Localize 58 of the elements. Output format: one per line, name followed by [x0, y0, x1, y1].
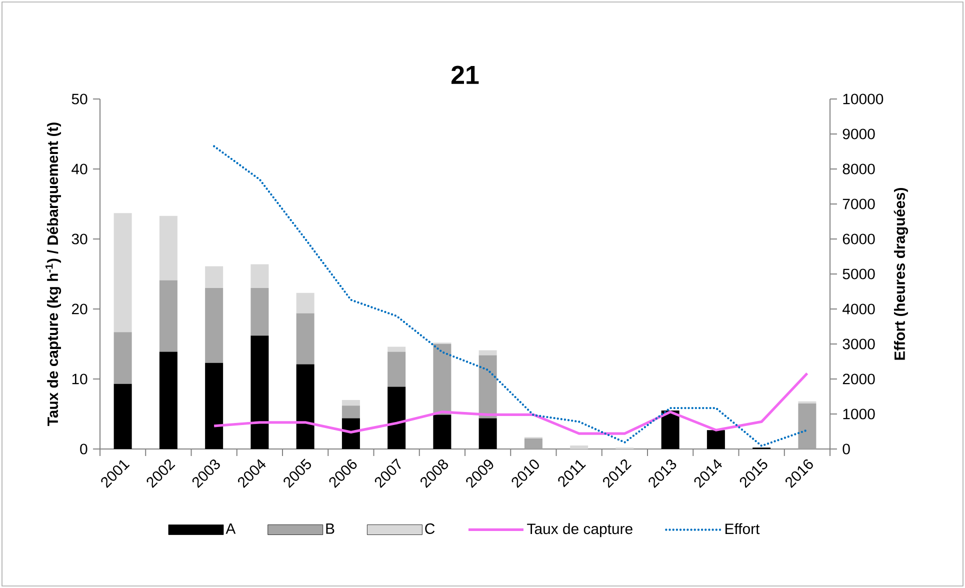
bar [159, 352, 178, 449]
y2-tick-label: 3000 [842, 338, 875, 350]
bar [250, 336, 269, 449]
y-tick-label: 40 [72, 164, 88, 174]
bar [798, 404, 816, 449]
line-series [212, 372, 808, 435]
bar [250, 288, 269, 336]
bar [159, 280, 178, 352]
bar [478, 355, 497, 418]
legend-label: C [425, 523, 435, 534]
bar [570, 446, 588, 449]
chart-title: 21 [451, 66, 479, 84]
legend-label: A [226, 523, 236, 534]
bar [342, 406, 360, 418]
bar [114, 384, 132, 449]
bar [342, 418, 360, 449]
bar [205, 362, 224, 449]
bar [478, 350, 497, 356]
y-tick-label: 30 [72, 234, 88, 244]
bar [388, 386, 406, 449]
legend-label: Taux de capture [527, 523, 632, 538]
y2-tick-label: 8000 [842, 164, 875, 174]
y2-axis-title: Effort (heures draguées) [894, 188, 908, 360]
bar [205, 288, 224, 363]
bar [296, 292, 314, 314]
bar [296, 364, 314, 449]
y-tick-label: 20 [72, 304, 88, 314]
y-tick-label: 50 [72, 94, 88, 104]
bar [388, 346, 406, 352]
bar [250, 264, 269, 288]
y2-tick-label: 4000 [842, 304, 875, 314]
y2-tick-label: 0 [842, 444, 850, 454]
line-series [212, 145, 808, 447]
bar [433, 414, 452, 449]
y2-tick-label: 5000 [842, 268, 875, 280]
y2-tick-label: 9000 [842, 128, 875, 140]
bar [478, 418, 497, 449]
bar [159, 216, 178, 280]
bar [524, 438, 542, 449]
y2-tick-label: 2000 [842, 374, 875, 384]
y-tick-label: 10 [72, 374, 88, 384]
y-tick-label: 0 [80, 444, 88, 454]
bar [706, 430, 725, 449]
y2-tick-label: 10000 [843, 94, 884, 104]
bar [205, 266, 224, 288]
bar [114, 332, 132, 384]
bar [388, 352, 406, 387]
legend-label: B [326, 523, 334, 534]
bar [433, 344, 452, 415]
bar [661, 410, 680, 449]
legend-label: Effort [725, 523, 760, 534]
bar [114, 213, 132, 332]
y-axis-title: Taux de capture (kg h$^{-1}$) / Débarquement (t) [46, 122, 62, 426]
bar [342, 400, 360, 406]
y2-tick-label: 7000 [842, 198, 875, 210]
y2-tick-label: 6000 [842, 234, 875, 244]
bar [296, 313, 314, 364]
y2-tick-label: 1000 [843, 408, 875, 420]
